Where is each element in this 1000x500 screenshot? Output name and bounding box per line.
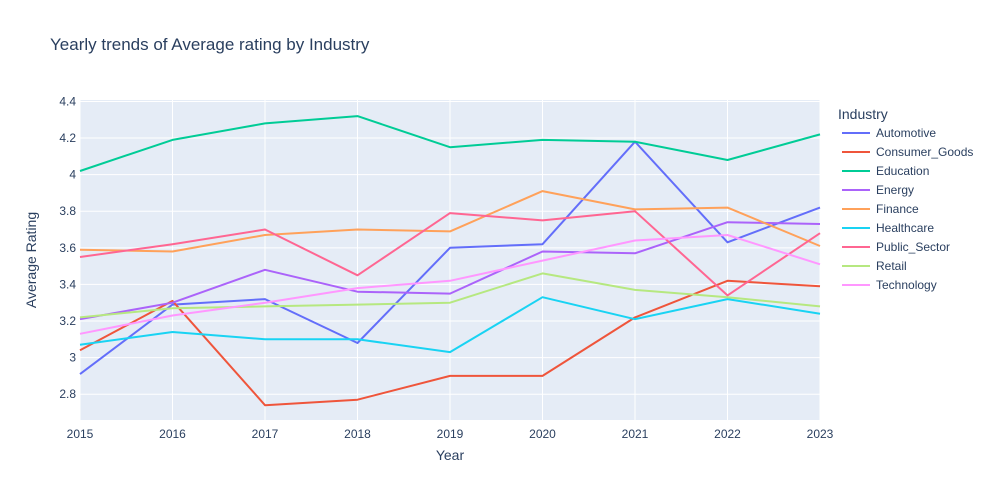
y-tick-label: 3.6: [59, 241, 76, 255]
series-line-public-sector[interactable]: [79, 210, 821, 297]
series-line-education[interactable]: [79, 115, 821, 172]
legend-label: Automotive: [876, 126, 936, 140]
series-lines: [79, 115, 821, 407]
legend-label: Finance: [876, 202, 919, 216]
legend-item-healthcare[interactable]: Healthcare: [842, 221, 934, 235]
y-axis-title: Average Rating: [23, 212, 39, 308]
legend-item-energy[interactable]: Energy: [842, 183, 914, 197]
series-line-retail[interactable]: [79, 272, 821, 319]
legend-item-education[interactable]: Education: [842, 164, 929, 178]
y-tick-label: 3.8: [59, 204, 76, 218]
x-tick-label: 2022: [714, 427, 741, 441]
x-axis-title: Year: [436, 447, 465, 463]
y-tick-label: 3.2: [59, 314, 76, 328]
series-line-healthcare[interactable]: [79, 296, 821, 354]
x-tick-labels: 2015 2016 2017 2018 2019 2020 2021 2022 2023: [67, 427, 834, 441]
x-tick-label: 2018: [344, 427, 371, 441]
y-tick-label: 4: [69, 168, 76, 182]
legend-label: Consumer_Goods: [876, 145, 973, 159]
x-tick-label: 2020: [529, 427, 556, 441]
x-tick-label: 2016: [159, 427, 186, 441]
y-tick-label: 3: [69, 351, 76, 365]
series-line-consumer-goods[interactable]: [79, 279, 821, 407]
legend-item-public-sector[interactable]: Public_Sector: [842, 240, 950, 254]
x-tick-label: 2017: [252, 427, 279, 441]
series-line-finance[interactable]: [79, 190, 821, 253]
legend-item-technology[interactable]: Technology: [842, 278, 937, 292]
y-tick-label: 4.2: [59, 131, 76, 145]
legend-label: Education: [876, 164, 929, 178]
y-tick-label: 3.4: [59, 277, 76, 291]
legend-title: Industry: [838, 106, 888, 122]
legend-item-automotive[interactable]: Automotive: [842, 126, 936, 140]
series-line-technology[interactable]: [79, 234, 821, 335]
x-tick-label: 2015: [67, 427, 94, 441]
y-tick-label: 2.8: [59, 387, 76, 401]
y-tick-labels: 2.8 3 3.2 3.4 3.6 3.8 4 4.2 4.4: [59, 94, 76, 401]
x-tick-label: 2021: [622, 427, 649, 441]
legend-label: Technology: [876, 278, 937, 292]
legend-label: Public_Sector: [876, 240, 950, 254]
legend-label: Retail: [876, 259, 907, 273]
chart-title: Yearly trends of Average rating by Indus…: [50, 35, 370, 54]
legend-label: Healthcare: [876, 221, 934, 235]
legend-label: Energy: [876, 183, 914, 197]
legend[interactable]: Industry Automotive Consumer_Goods Educati…: [838, 106, 973, 292]
series-line-energy[interactable]: [79, 221, 821, 321]
y-tick-label: 4.4: [59, 94, 76, 108]
legend-item-finance[interactable]: Finance: [842, 202, 919, 216]
legend-item-consumer-goods[interactable]: Consumer_Goods: [842, 145, 973, 159]
x-tick-label: 2023: [807, 427, 834, 441]
x-tick-label: 2019: [437, 427, 464, 441]
legend-item-retail[interactable]: Retail: [842, 259, 907, 273]
